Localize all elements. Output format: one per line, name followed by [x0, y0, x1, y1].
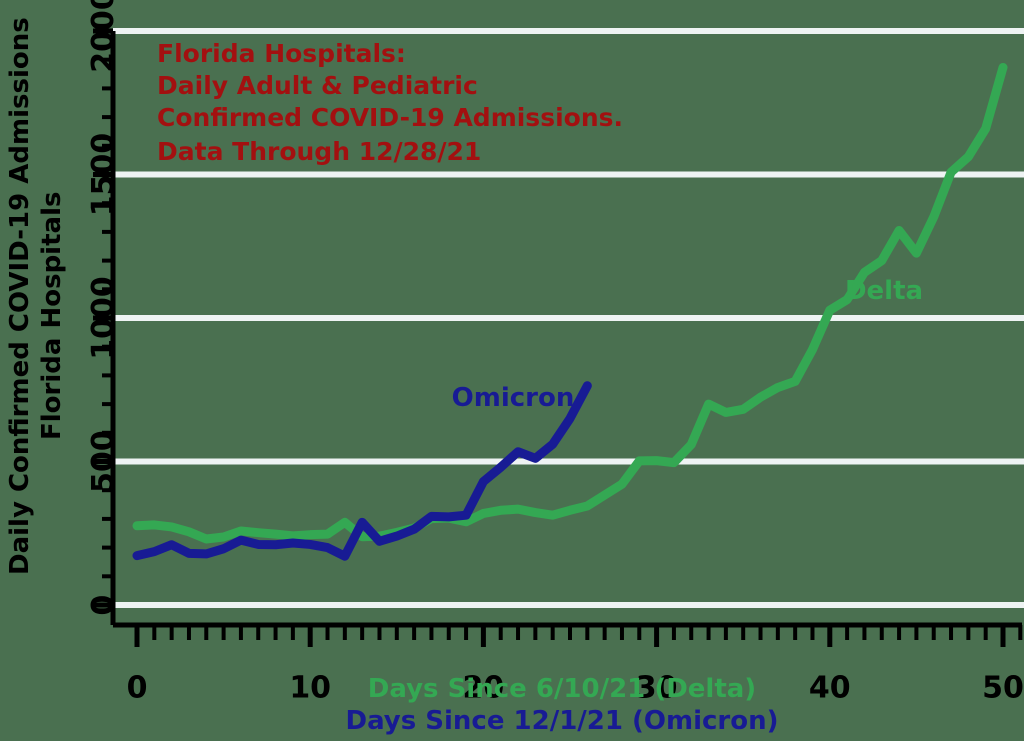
- chart-title-line-3: Confirmed COVID-19 Admissions.: [157, 103, 623, 132]
- y-axis-title-line-1: Daily Confirmed COVID-19 Admissions: [5, 17, 35, 575]
- x-axis-tick-labels: 0 10 20 30 40 50: [127, 671, 1024, 706]
- x-axis-ticks: [134, 625, 1023, 647]
- series-annotations: Delta Omicron: [452, 276, 923, 413]
- chart-title-line-2: Daily Adult & Pediatric: [157, 71, 478, 100]
- y-tick-label-2000: 2000: [86, 0, 121, 73]
- gridlines: [113, 28, 1024, 608]
- y-axis-title-line-2: Florida Hospitals: [37, 192, 67, 440]
- x-tick-label-50: 50: [982, 671, 1024, 706]
- x-axis-title-group: Days Since 6/10/21 (Delta) Days Since 12…: [345, 674, 778, 736]
- x-tick-label-10: 10: [289, 671, 331, 706]
- chart-title-line-4: Data Through 12/28/21: [157, 137, 481, 166]
- x-tick-label-30: 30: [636, 671, 678, 706]
- chart-title-line-1: Florida Hospitals:: [157, 39, 406, 68]
- y-axis-ticks: [93, 28, 113, 608]
- y-tick-label-500: 500: [86, 430, 121, 493]
- delta-series-line: [132, 62, 1008, 544]
- y-axis-tick-labels: 0 500 1000 1500 2000: [86, 0, 121, 615]
- y-tick-label-0: 0: [86, 595, 121, 616]
- x-tick-label-20: 20: [463, 671, 505, 706]
- omicron-series-line: [132, 381, 592, 561]
- x-tick-label-40: 40: [809, 671, 851, 706]
- y-axis-title-group: Daily Confirmed COVID-19 Admissions Flor…: [5, 17, 67, 575]
- y-tick-label-1500: 1500: [86, 133, 121, 217]
- x-axis-title-omicron: Days Since 12/1/21 (Omicron): [345, 706, 778, 736]
- x-tick-label-0: 0: [127, 671, 148, 706]
- axis-spines: [110, 31, 1022, 628]
- data-series-group: [132, 62, 1008, 561]
- x-axis-title-delta: Days Since 6/10/21 (Delta): [368, 674, 756, 704]
- y-tick-label-1000: 1000: [86, 276, 121, 360]
- chart-title-block: Florida Hospitals: Daily Adult & Pediatr…: [157, 39, 623, 166]
- delta-series-label: Delta: [845, 276, 923, 306]
- omicron-series-label: Omicron: [452, 383, 575, 413]
